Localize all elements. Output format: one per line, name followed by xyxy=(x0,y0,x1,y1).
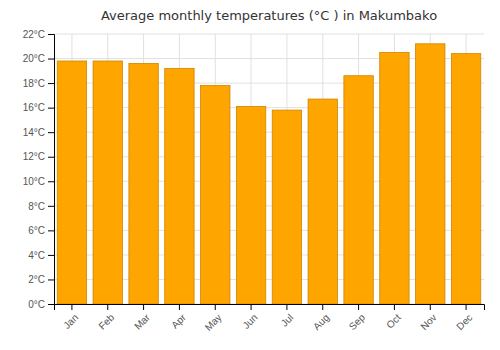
bar xyxy=(344,76,373,304)
tick-mark xyxy=(179,304,180,310)
tick-mark xyxy=(107,304,108,310)
tick: Aug xyxy=(311,304,331,332)
tick: 22°C xyxy=(23,29,54,40)
tick: 4°C xyxy=(28,250,54,261)
bar xyxy=(380,52,409,304)
tick-label: Mar xyxy=(132,311,152,331)
tick-label: 2°C xyxy=(28,274,45,285)
tick-mark xyxy=(48,59,54,60)
tick-label: Feb xyxy=(96,311,116,331)
tick-label: 6°C xyxy=(28,225,45,236)
tick-label: May xyxy=(203,312,224,333)
tick: Jun xyxy=(240,304,259,331)
chart: 0°C 2°C 4°C 6°C 8°C 10°C 12°C 14°C 16°C 18°C 20°C 2… xyxy=(0,0,500,350)
tick: 8°C xyxy=(28,201,54,212)
tick-label: 14°C xyxy=(23,127,45,138)
tick-mark xyxy=(48,255,54,256)
tick-label: Jan xyxy=(61,312,80,331)
tick-label: Jul xyxy=(279,312,296,329)
plot: 0°C 2°C 4°C 6°C 8°C 10°C 12°C 14°C 16°C 18°C 20°C 2… xyxy=(23,29,485,333)
tick-mark xyxy=(71,304,72,310)
tick: Dec xyxy=(454,304,474,332)
tick-label: Sep xyxy=(347,311,368,332)
tick-label: 12°C xyxy=(23,151,45,162)
tick-label: Nov xyxy=(418,312,438,332)
tick-mark xyxy=(48,108,54,109)
tick-mark xyxy=(430,304,431,310)
tick-label: 10°C xyxy=(23,176,45,187)
bar xyxy=(451,54,480,304)
tick-label: Jun xyxy=(240,312,259,331)
tick-mark xyxy=(48,304,54,305)
bar xyxy=(93,61,122,304)
tick-mark xyxy=(48,34,54,35)
tick: Feb xyxy=(96,304,116,332)
tick-mark xyxy=(286,304,287,310)
tick-mark xyxy=(143,304,144,310)
tick: 2°C xyxy=(28,274,54,285)
tick-mark xyxy=(215,304,216,310)
bar xyxy=(165,68,194,304)
tick: 10°C xyxy=(23,176,54,187)
tick-mark xyxy=(48,230,54,231)
tick-mark xyxy=(358,304,359,310)
tick: Jul xyxy=(279,304,296,329)
tick-mark xyxy=(251,304,252,310)
tick: 6°C xyxy=(28,225,54,236)
tick-label: 4°C xyxy=(28,250,45,261)
tick: 12°C xyxy=(23,151,54,162)
bar xyxy=(308,99,337,304)
tick: Apr xyxy=(169,304,188,331)
tick-mark xyxy=(322,304,323,310)
axis-line xyxy=(48,35,55,305)
tick: 18°C xyxy=(23,78,54,89)
title: Average monthly temperatures (°C ) in Ma… xyxy=(101,8,437,23)
tick-mark xyxy=(48,83,54,84)
tick-label: Apr xyxy=(169,311,188,330)
grid-line xyxy=(54,34,484,35)
tick-mark xyxy=(394,304,395,310)
tick-label: Dec xyxy=(454,312,474,332)
tick-mark xyxy=(48,157,54,158)
tick-label: 22°C xyxy=(23,29,45,40)
bar xyxy=(236,106,265,304)
tick: 20°C xyxy=(23,53,54,64)
tick-mark xyxy=(48,206,54,207)
tick: 0°C xyxy=(28,299,54,310)
tick: May xyxy=(203,304,224,333)
tick-mark xyxy=(48,181,54,182)
tick: 16°C xyxy=(23,102,54,113)
tick: Sep xyxy=(347,304,368,332)
x-axis: Jan Feb Mar Apr May Jun Jul Aug Sep Oct Nov Dec xyxy=(55,304,485,333)
tick: 14°C xyxy=(23,127,54,138)
grid xyxy=(54,34,484,304)
bar xyxy=(416,44,445,304)
tick-mark xyxy=(48,132,54,133)
tick-label: 0°C xyxy=(28,299,45,310)
tick-label: 18°C xyxy=(23,78,45,89)
tick: Jan xyxy=(61,304,80,331)
tick-mark xyxy=(466,304,467,310)
tick-label: 16°C xyxy=(23,102,45,113)
tick: Nov xyxy=(418,304,438,332)
tick-label: Oct xyxy=(384,312,403,331)
axis-line xyxy=(55,305,485,311)
tick-label: 8°C xyxy=(28,201,45,212)
tick-mark xyxy=(48,279,54,280)
y-axis: 0°C 2°C 4°C 6°C 8°C 10°C 12°C 14°C 16°C 18°C 20°C 2… xyxy=(23,29,55,310)
tick-label: 20°C xyxy=(23,53,45,64)
tick-label: Aug xyxy=(311,312,331,332)
bars xyxy=(57,44,481,304)
bar xyxy=(272,110,301,304)
bar xyxy=(129,63,158,304)
tick: Mar xyxy=(132,304,152,332)
bar xyxy=(201,86,230,304)
tick: Oct xyxy=(384,304,403,331)
bar xyxy=(57,61,86,304)
